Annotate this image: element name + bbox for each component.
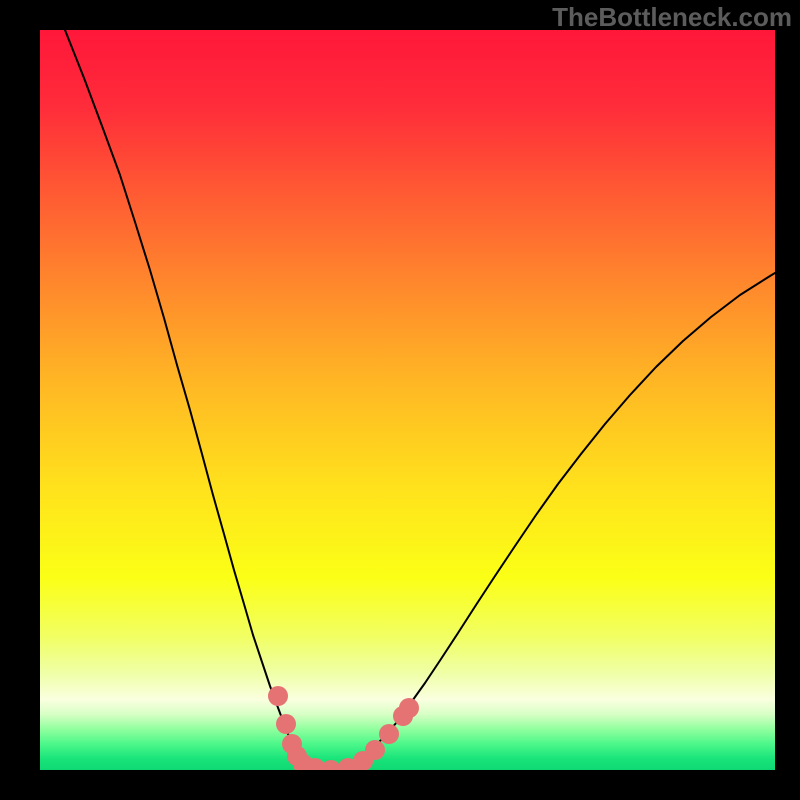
- gradient-background: [40, 30, 775, 770]
- marker-dot: [365, 740, 385, 760]
- watermark-text: TheBottleneck.com: [552, 2, 792, 33]
- plot-area: [40, 30, 775, 770]
- marker-dot: [399, 698, 419, 718]
- plot-svg: [40, 30, 775, 770]
- marker-dot: [379, 724, 399, 744]
- marker-dot: [268, 686, 288, 706]
- marker-dot: [276, 714, 296, 734]
